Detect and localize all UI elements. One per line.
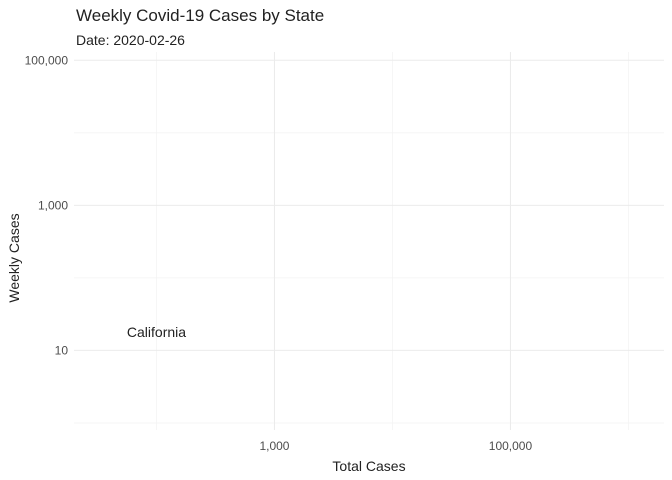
data-points: California (127, 324, 186, 340)
y-axis-title: Weekly Cases (6, 213, 22, 302)
point-label: California (127, 324, 186, 340)
x-axis-title: Total Cases (332, 458, 405, 474)
chart-subtitle: Date: 2020-02-26 (76, 32, 185, 48)
x-tick-label: 100,000 (489, 439, 533, 453)
y-tick-label: 10 (55, 343, 69, 357)
y-axis-ticks: 10 1,000 100,000 (25, 53, 69, 357)
chart-title: Weekly Covid-19 Cases by State (76, 6, 325, 25)
plot-grid (74, 52, 664, 430)
x-tick-label: 1,000 (259, 439, 289, 453)
y-tick-label: 100,000 (25, 53, 69, 67)
y-tick-label: 1,000 (38, 198, 68, 212)
